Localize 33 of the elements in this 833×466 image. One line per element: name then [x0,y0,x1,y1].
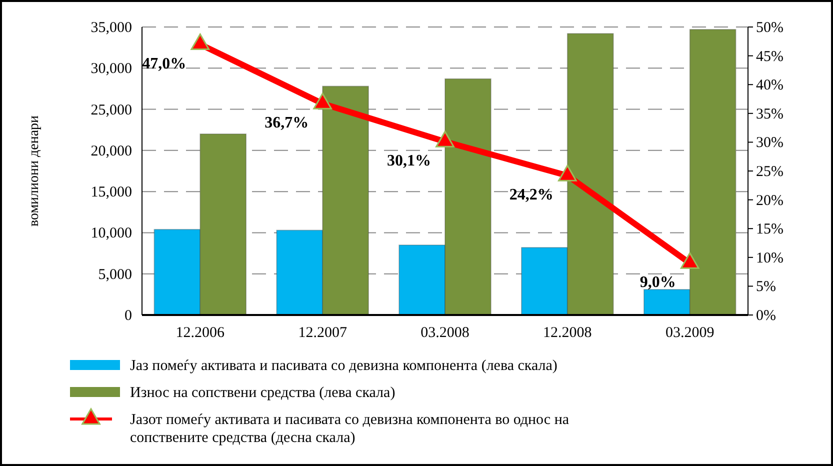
data-label: 9,0% [640,274,676,292]
data-label: 36,7% [264,114,309,132]
y2-tick-label: 45% [756,48,784,65]
y-tick-label: 20,000 [90,143,132,160]
x-tick-label: 03.2008 [420,325,470,341]
y-axis-title: вомилиони денари [27,114,42,227]
y2-tick-label: 25% [756,164,784,180]
y2-tick-label: 5% [756,279,776,296]
y2-tick-label: 0% [756,308,776,324]
x-tick-label: 03.2009 [665,325,714,341]
legend-label: Износ на сопствени средства (лева скала) [130,385,396,401]
y-tick-label: 5,000 [98,266,132,283]
legend-label: Јазот помеѓу активата и пасивата со девизна компонента во однос на сопствените средства (десна скала) [130,412,570,446]
y2-tick-label: 40% [756,78,784,94]
y2-tick-label: 10% [756,250,784,266]
x-tick-label: 12.2008 [543,325,592,341]
y-tick-label: 25,000 [90,102,132,118]
y-tick-label: 0 [124,308,132,324]
y2-tick-label: 20% [756,192,784,209]
x-tick-label: 12.2007 [298,325,348,341]
data-label: 24,2% [509,186,554,204]
y2-tick-label: 50% [756,20,784,36]
data-label: 47,0% [142,55,186,72]
y-tick-label: 30,000 [90,61,132,78]
y2-tick-label: 15% [756,222,784,238]
y-tick-label: 10,000 [90,226,132,242]
y-tick-label: 35,000 [90,20,132,36]
y-tick-label: 15,000 [90,184,132,201]
x-tick-label: 12.2006 [176,325,226,341]
legend-label: Јаз помеѓу активата и пасивата со девизна компонента (лева скала) [130,358,558,374]
y2-tick-label: 30% [756,135,784,152]
data-label: 30,1% [387,152,431,170]
y2-tick-label: 35% [756,106,784,122]
